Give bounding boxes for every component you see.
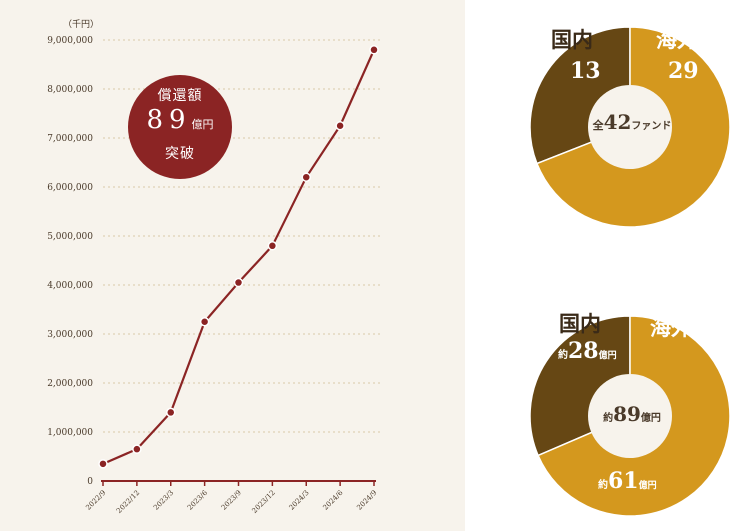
pie2-domestic-value: 28	[568, 338, 599, 364]
y-tick-label: 4,000,000	[47, 281, 93, 291]
pie2-center-value: 89	[613, 402, 641, 426]
data-point	[335, 121, 345, 131]
x-tick-label: 2024/6	[321, 488, 344, 511]
x-tick-label: 2023/3	[152, 489, 175, 512]
y-tick-label: 1,000,000	[47, 428, 93, 438]
pie1-center-suffix: ファンド	[631, 121, 672, 132]
pie2-overseas-amount: 約61億円	[598, 468, 657, 494]
x-tick-label: 2022/9	[84, 489, 107, 512]
y-tick-label: 9,000,000	[47, 36, 93, 46]
pie2-center-suffix: 億円	[640, 413, 661, 424]
x-tick-label: 2024/9	[355, 489, 378, 512]
y-unit-label: （千円）	[63, 20, 100, 30]
data-point	[233, 277, 244, 288]
pie2-overseas-prefix: 約	[598, 480, 608, 491]
pie1-overseas-label: 海外	[656, 28, 698, 52]
data-point	[369, 45, 379, 55]
data-point	[199, 317, 210, 327]
pie1-domestic-value: 13	[570, 58, 601, 84]
y-tick-label: 5,000,000	[47, 232, 93, 242]
line-chart-panel: 0 1,000,000 2,000,000 3,000,000 4,000,000 5,0…	[0, 0, 465, 531]
y-tick-label: 3,000,000	[47, 330, 93, 340]
data-point	[267, 241, 278, 251]
badge-title: 償還額	[157, 88, 203, 104]
line-chart: 0 1,000,000 2,000,000 3,000,000 4,000,000 5,0…	[47, 36, 382, 515]
x-tick-label: 2022/12	[115, 489, 141, 515]
x-tick-label: 2023/9	[220, 489, 243, 512]
y-tick-label: 6,000,000	[47, 183, 93, 193]
pie2-domestic-suffix: 億円	[598, 351, 617, 361]
pie2-center-prefix: 約	[603, 413, 614, 424]
data-point	[98, 459, 108, 469]
y-tick-label: 8,000,000	[47, 85, 93, 95]
pie2-domestic-label: 国内	[559, 312, 601, 336]
y-tick-label: 2,000,000	[47, 379, 93, 389]
pie1-center-value: 42	[603, 110, 632, 134]
badge-amount: 89億円	[128, 105, 232, 135]
redemption-badge: 償還額 89億円 突破	[128, 75, 232, 179]
badge-unit: 億円	[191, 118, 214, 131]
pie1-overseas-value: 29	[668, 58, 699, 84]
x-tick-label: 2023/12	[251, 489, 277, 515]
pie2-center-label: 約89億円	[590, 402, 674, 426]
badge-number: 89	[146, 105, 192, 135]
x-tick-label: 2023/6	[186, 488, 209, 511]
data-point	[132, 444, 142, 454]
pie1-center-label: 全42ファンド	[590, 110, 674, 134]
pie2-overseas-label: 海外	[650, 316, 692, 340]
y-tick-label: 0	[87, 477, 93, 487]
pie2-domestic-prefix: 約	[558, 350, 568, 361]
pie1-domestic-label: 国内	[551, 28, 593, 52]
pie2-overseas-suffix: 億円	[638, 481, 657, 491]
y-tick-label: 7,000,000	[47, 134, 93, 144]
pie2-domestic-amount: 約28億円	[558, 338, 617, 364]
pie1-center-prefix: 全	[592, 119, 604, 132]
pie2-overseas-value: 61	[608, 468, 639, 494]
data-point	[166, 407, 176, 418]
x-tick-label: 2024/3	[288, 489, 311, 512]
data-point	[301, 172, 311, 182]
badge-suffix: 突破	[165, 146, 195, 162]
